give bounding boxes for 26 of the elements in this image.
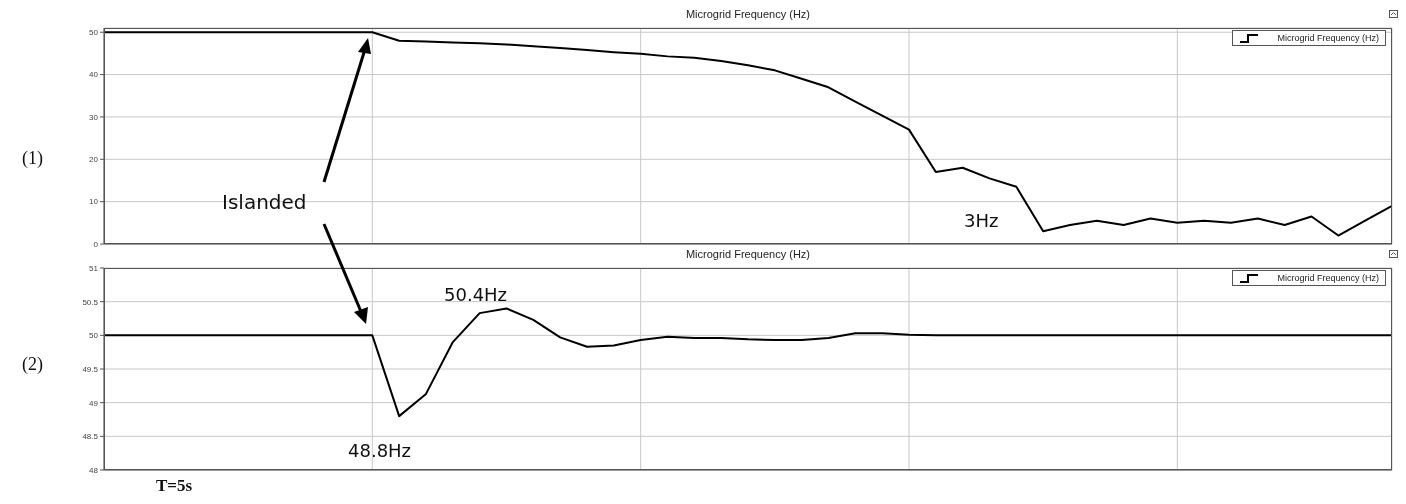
y-tick-label: 48.5 xyxy=(82,432,99,442)
annotation: 48.8Hz xyxy=(348,440,412,461)
y-tick-label: 51 xyxy=(89,263,99,273)
y-tick-label: 48 xyxy=(89,465,99,475)
y-tick-label: 40 xyxy=(89,70,99,80)
y-tick-label: 0 xyxy=(93,239,99,249)
text: (1) xyxy=(22,148,43,169)
y-tick-label: 10 xyxy=(89,197,99,207)
annotation: Islanded xyxy=(222,190,307,214)
line-series xyxy=(104,31,1392,237)
line-series xyxy=(104,307,1392,418)
y-tick-label: 50.5 xyxy=(82,297,99,307)
chart-title: Microgrid Frequency (Hz) xyxy=(684,248,812,260)
legend-label: Microgrid Frequency (Hz) xyxy=(1277,273,1379,283)
text: T=5s xyxy=(156,476,193,496)
y-tick-label: 50 xyxy=(89,331,99,341)
legend-label: Microgrid Frequency (Hz) xyxy=(1277,33,1379,43)
annotation: 3Hz xyxy=(964,210,999,231)
y-tick-label: 49 xyxy=(89,398,99,408)
chart-title: Microgrid Frequency (Hz) xyxy=(684,8,812,20)
y-tick-label: 30 xyxy=(89,112,99,122)
y-tick-label: 49.5 xyxy=(82,364,99,374)
text: (2) xyxy=(22,354,43,375)
y-tick-label: 20 xyxy=(89,155,99,165)
annotation: 50.4Hz xyxy=(444,284,508,305)
y-tick-label: 50 xyxy=(89,28,99,38)
